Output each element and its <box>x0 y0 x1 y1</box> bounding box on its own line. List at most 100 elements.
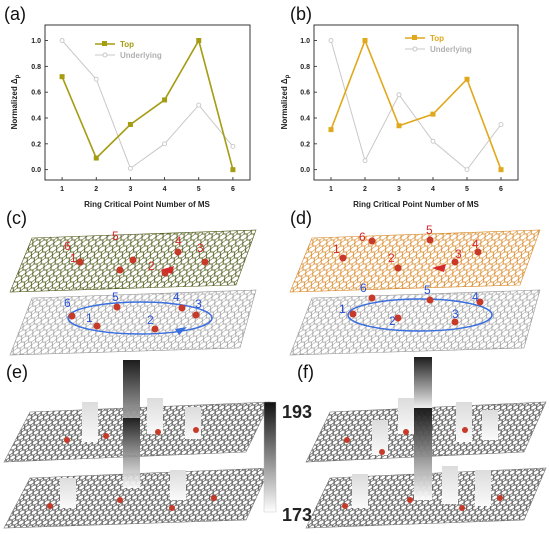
atom <box>394 264 402 272</box>
atom <box>76 258 84 266</box>
atom <box>178 304 186 312</box>
data-point-top <box>430 111 436 117</box>
atom <box>451 258 459 266</box>
density-bar <box>414 408 432 500</box>
data-point-underlying <box>362 158 368 164</box>
underlying-atoms <box>68 303 200 333</box>
x-tick-label: 3 <box>397 186 401 193</box>
atom <box>474 248 482 256</box>
density-bar <box>482 410 498 440</box>
atom <box>476 298 484 306</box>
data-point-top <box>230 167 236 173</box>
panel-label-c: (c) <box>6 208 27 228</box>
underlying-ring-labels: 6 5 4 3 1 2 <box>339 281 479 328</box>
atom <box>201 258 209 266</box>
series-line-underlying <box>61 40 234 170</box>
ring-path-ellipse <box>67 301 213 335</box>
atom <box>68 312 76 320</box>
atom <box>426 236 434 244</box>
data-point-top <box>162 97 168 103</box>
legend-label-top: Top <box>120 40 134 49</box>
atom <box>349 310 357 318</box>
data-point-top <box>362 38 368 43</box>
ring-label: 1 <box>70 251 77 265</box>
underlying-graphene-sheet <box>289 289 541 356</box>
data-point-top <box>464 76 470 82</box>
data-point-top <box>498 167 504 173</box>
density-bars <box>60 360 201 508</box>
ring-label: 1 <box>86 311 93 325</box>
data-point-underlying <box>498 122 504 127</box>
data-point-top <box>396 123 402 129</box>
x-tick-label: 5 <box>465 186 469 193</box>
x-tick-label: 1 <box>60 186 64 193</box>
atom <box>113 303 121 311</box>
atom <box>342 503 348 509</box>
arrow-icon <box>432 264 446 272</box>
density-bar <box>372 420 388 455</box>
density-bar <box>398 398 414 434</box>
underlying-graphene-sheet <box>9 289 257 356</box>
data-point-underlying <box>396 92 402 98</box>
y-tick-label: 0.2 <box>31 141 41 148</box>
data-point-underlying <box>430 138 436 144</box>
x-ticks: 1 2 3 4 5 6 <box>329 177 503 193</box>
density-bar <box>147 398 163 434</box>
density-bar <box>414 357 432 412</box>
data-point-underlying <box>464 167 470 173</box>
atom <box>368 237 376 245</box>
atom <box>403 429 409 435</box>
ring-label: 6 <box>64 239 71 253</box>
colorbar-gradient <box>263 401 277 513</box>
data-point-underlying <box>93 76 99 82</box>
ring-label: 5 <box>426 223 433 237</box>
x-tick-label: 4 <box>163 186 167 193</box>
structure-f <box>305 357 547 529</box>
y-tick-label: 1.0 <box>31 38 41 45</box>
atom <box>93 322 101 330</box>
atom <box>117 497 123 503</box>
legend-marker-underlying <box>412 46 418 52</box>
colorbar: 193 173 <box>263 401 312 525</box>
panel-label-e: (e) <box>6 362 28 382</box>
ring-label: 2 <box>148 259 155 273</box>
ring-path-ellipse <box>347 298 493 332</box>
atom <box>368 294 376 302</box>
atom <box>407 497 413 503</box>
atom <box>193 427 199 433</box>
atom <box>451 318 459 326</box>
ring-label: 3 <box>195 297 202 311</box>
density-bars <box>352 357 498 508</box>
x-tick-label: 1 <box>329 186 333 193</box>
data-point-underlying <box>59 38 65 43</box>
structure-d: 6 5 4 3 1 2 6 5 4 3 1 2 <box>289 223 541 356</box>
ring-label: 2 <box>388 251 395 265</box>
atom <box>426 296 434 304</box>
series-group <box>59 38 236 173</box>
data-point-top <box>59 74 65 80</box>
legend-marker-underlying <box>102 52 108 58</box>
plot-frame <box>313 24 519 181</box>
arrow-icon <box>160 266 174 274</box>
atom <box>344 437 350 443</box>
y-axis-title: Normalized Δρ <box>10 74 21 129</box>
y-tick-label: 0.6 <box>31 90 41 97</box>
atom <box>116 266 124 274</box>
ring-label: 1 <box>333 242 340 256</box>
ring-label: 5 <box>424 283 431 297</box>
structure-c: 6 5 4 3 1 2 6 5 4 3 1 2 <box>9 229 257 356</box>
atom <box>459 505 465 511</box>
panel-label-d: (d) <box>290 208 312 228</box>
atom <box>174 248 182 256</box>
atom <box>169 505 175 511</box>
data-point-top <box>127 121 133 127</box>
underlying-atoms <box>349 294 484 326</box>
atom <box>103 433 109 439</box>
ring-label: 6 <box>64 296 71 310</box>
legend-label-underlying: Underlying <box>430 45 472 54</box>
ring-label: 4 <box>472 290 479 304</box>
atoms <box>47 427 217 511</box>
chart-a: 0.0 0.2 0.4 0.6 0.8 1.0 1 2 3 4 5 6 Ring Critical … <box>10 24 251 209</box>
y-ticks: 0.0 0.2 0.4 0.6 0.8 1.0 <box>300 38 317 174</box>
ring-label: 3 <box>452 307 459 321</box>
